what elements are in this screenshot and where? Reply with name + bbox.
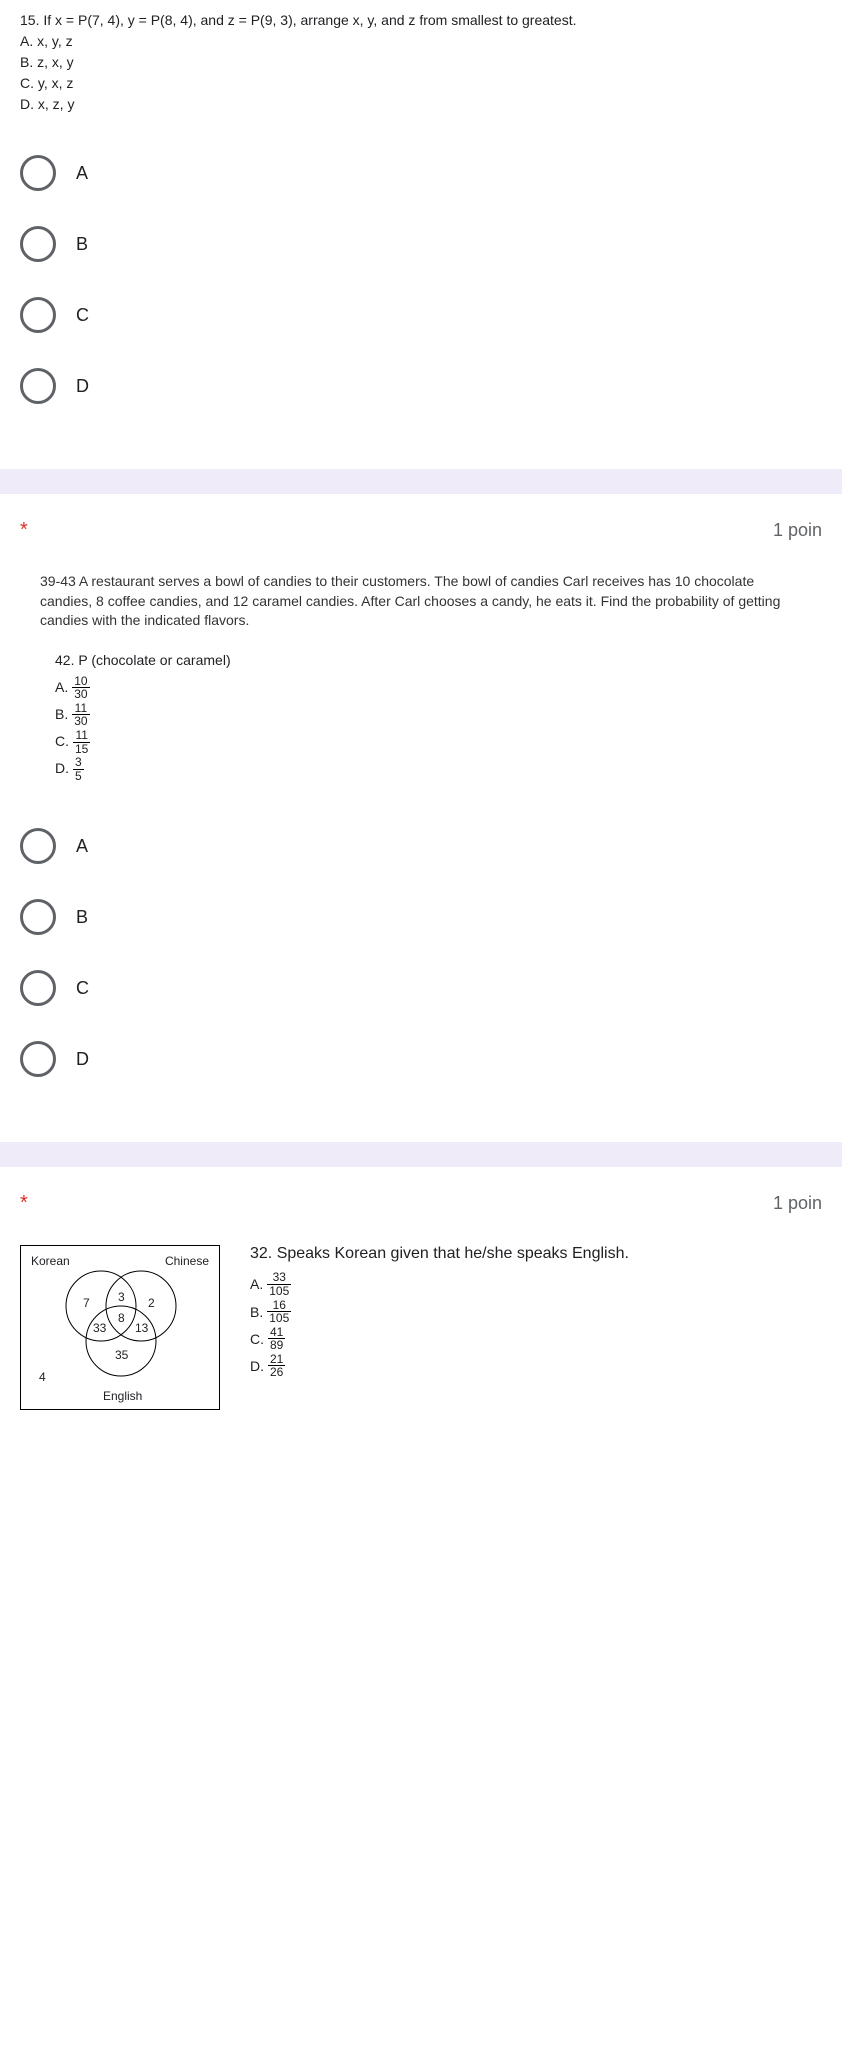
- radio-icon: [20, 1041, 56, 1077]
- question-42: 39-43 A restaurant serves a bowl of cand…: [0, 572, 842, 1142]
- radio-icon: [20, 899, 56, 935]
- opt-label-b: B.: [250, 1304, 263, 1320]
- q15-choices: A. x, y, z B. z, x, y C. y, x, z D. x, z…: [20, 31, 822, 115]
- radio-label-a: A: [76, 836, 88, 857]
- q42-opt-c: C. 1115: [55, 729, 802, 755]
- q15-choice-c: C. y, x, z: [20, 73, 822, 94]
- fraction-icon: 1130: [72, 702, 89, 728]
- radio-label-c: C: [76, 305, 89, 326]
- radio-icon: [20, 155, 56, 191]
- q42-context: 39-43 A restaurant serves a bowl of cand…: [20, 572, 822, 631]
- radio-label-a: A: [76, 163, 88, 184]
- fraction-icon: 4189: [268, 1326, 285, 1352]
- section-divider: [0, 469, 842, 494]
- opt-label-d: D.: [250, 1358, 264, 1374]
- opt-label-b: B.: [55, 703, 68, 727]
- q32-opt-d: D. 2126: [250, 1353, 629, 1379]
- fraction-icon: 1030: [72, 675, 89, 701]
- opt-label-a: A.: [250, 1276, 263, 1292]
- q32-opt-b: B. 16105: [250, 1299, 629, 1325]
- radio-icon: [20, 828, 56, 864]
- q42-opt-d: D. 35: [55, 756, 802, 782]
- radio-icon: [20, 297, 56, 333]
- q42-opt-a: A. 1030: [55, 675, 802, 701]
- radio-icon: [20, 368, 56, 404]
- radio-option-a[interactable]: A: [20, 145, 822, 201]
- radio-option-b[interactable]: B: [20, 889, 822, 945]
- points-row-q32: * 1 poin: [0, 1167, 842, 1245]
- q32-opt-a: A. 33105: [250, 1271, 629, 1297]
- radio-label-c: C: [76, 978, 89, 999]
- radio-label-b: B: [76, 907, 88, 928]
- radio-option-d[interactable]: D: [20, 358, 822, 414]
- fraction-icon: 1115: [73, 729, 90, 755]
- radio-label-d: D: [76, 376, 89, 397]
- venn-ke: 33: [93, 1321, 106, 1335]
- fraction-icon: 2126: [268, 1353, 285, 1379]
- radio-option-d[interactable]: D: [20, 1031, 822, 1087]
- opt-label-c: C.: [55, 730, 69, 754]
- question-15: 15. If x = P(7, 4), y = P(8, 4), and z =…: [0, 0, 842, 469]
- q32-title: 32. Speaks Korean given that he/she spea…: [250, 1245, 629, 1263]
- fraction-icon: 35: [73, 756, 84, 782]
- question-32: Korean Chinese English 7 3 2 33 8 13 35 …: [0, 1245, 842, 1410]
- radio-label-d: D: [76, 1049, 89, 1070]
- fraction-icon: 33105: [267, 1271, 291, 1297]
- radio-label-b: B: [76, 234, 88, 255]
- venn-outside: 4: [39, 1370, 46, 1384]
- q42-sub: 42. P (chocolate or caramel) A. 1030 B. …: [20, 649, 822, 783]
- radio-icon: [20, 970, 56, 1006]
- venn-english-only: 35: [115, 1348, 128, 1362]
- section-divider: [0, 1142, 842, 1167]
- venn-ce: 13: [135, 1321, 148, 1335]
- venn-diagram: Korean Chinese English 7 3 2 33 8 13 35 …: [20, 1245, 220, 1410]
- opt-label-d: D.: [55, 757, 69, 781]
- venn-label-chinese: Chinese: [165, 1254, 209, 1268]
- q32-opt-c: C. 4189: [250, 1326, 629, 1352]
- q15-choice-b: B. z, x, y: [20, 52, 822, 73]
- opt-label-a: A.: [55, 676, 68, 700]
- venn-svg-icon: [21, 1246, 221, 1411]
- q15-prompt: 15. If x = P(7, 4), y = P(8, 4), and z =…: [20, 10, 822, 31]
- venn-kc: 3: [118, 1290, 125, 1304]
- q15-choice-a: A. x, y, z: [20, 31, 822, 52]
- radio-option-a[interactable]: A: [20, 818, 822, 874]
- opt-label-c: C.: [250, 1331, 264, 1347]
- points-row-q42: * 1 poin: [0, 494, 842, 572]
- venn-chinese-only: 2: [148, 1296, 155, 1310]
- required-star-icon: *: [20, 1192, 28, 1215]
- q42-subtitle: 42. P (chocolate or caramel): [55, 649, 802, 673]
- venn-korean-only: 7: [83, 1296, 90, 1310]
- venn-label-korean: Korean: [31, 1254, 70, 1268]
- venn-label-english: English: [103, 1389, 142, 1403]
- radio-option-c[interactable]: C: [20, 960, 822, 1016]
- question-15-text: 15. If x = P(7, 4), y = P(8, 4), and z =…: [20, 10, 822, 115]
- radio-icon: [20, 226, 56, 262]
- radio-option-b[interactable]: B: [20, 216, 822, 272]
- fraction-icon: 16105: [267, 1299, 291, 1325]
- q42-opt-b: B. 1130: [55, 702, 802, 728]
- radio-option-c[interactable]: C: [20, 287, 822, 343]
- q15-choice-d: D. x, z, y: [20, 94, 822, 115]
- required-star-icon: *: [20, 519, 28, 542]
- points-label: 1 poin: [773, 1193, 822, 1214]
- venn-kce: 8: [118, 1311, 125, 1325]
- points-label: 1 poin: [773, 520, 822, 541]
- q32-choices: 32. Speaks Korean given that he/she spea…: [250, 1245, 629, 1380]
